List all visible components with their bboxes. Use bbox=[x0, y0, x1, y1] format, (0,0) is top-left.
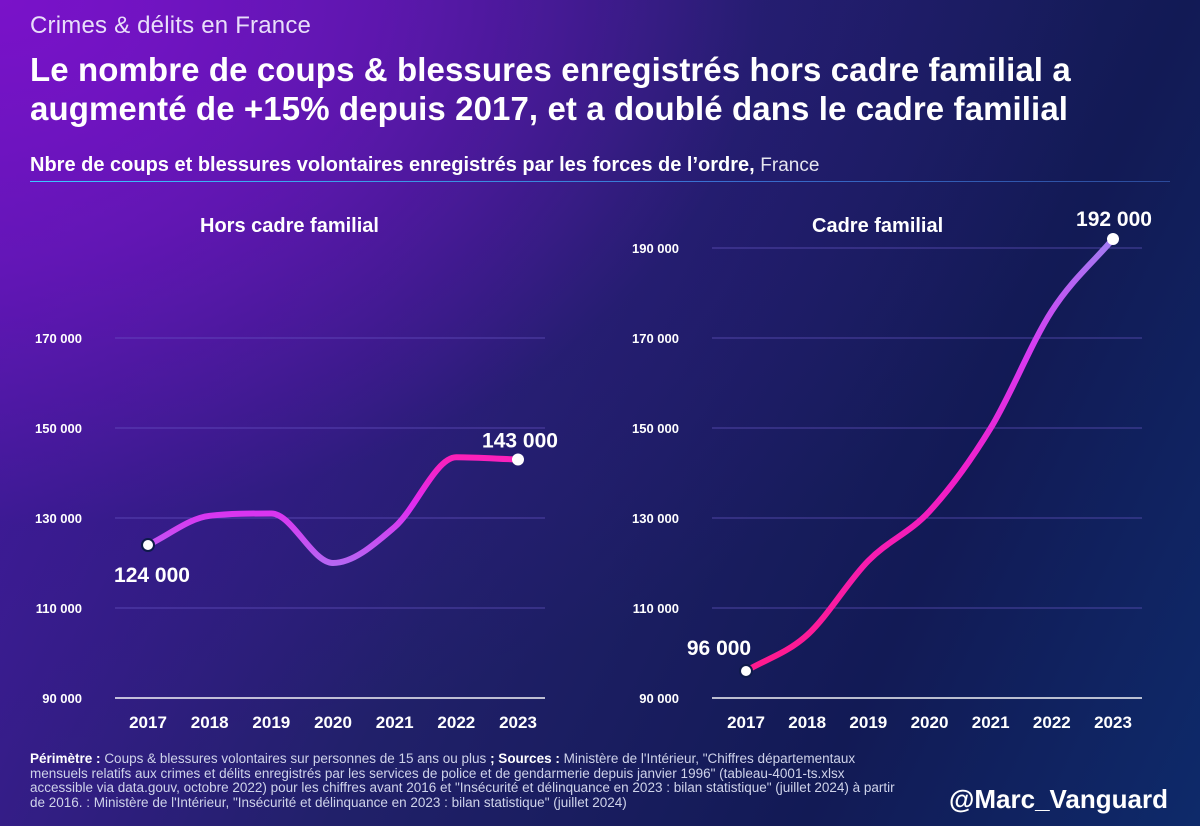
chart-hors-cadre-familial: 90 000 110 000 130 000 150 000 170 000 2017 20… bbox=[35, 331, 558, 732]
x-tick-label: 2019 bbox=[252, 713, 290, 732]
x-tick-label: 2022 bbox=[1033, 713, 1071, 732]
x-tick-label: 2018 bbox=[191, 713, 229, 732]
chart-subtitle: Nbre de coups et blessures volontaires e… bbox=[30, 154, 819, 177]
series-line bbox=[145, 454, 521, 566]
subtitle-location: France bbox=[760, 155, 820, 176]
end-value-label: 192 000 bbox=[1076, 208, 1152, 231]
y-tick-label: 110 000 bbox=[633, 601, 679, 616]
y-tick-label: 150 000 bbox=[632, 421, 679, 436]
sources-text: Ministère de l'Intérieur, "Chiffres dépa… bbox=[30, 751, 895, 810]
kicker: Crimes & délits en France bbox=[30, 12, 312, 39]
end-value-label: 143 000 bbox=[482, 430, 558, 453]
x-tick-label: 2020 bbox=[911, 713, 949, 732]
sources-label: ; Sources : bbox=[490, 751, 560, 766]
end-point-marker bbox=[1107, 233, 1119, 245]
y-tick-label: 130 000 bbox=[632, 511, 679, 526]
y-tick-label: 170 000 bbox=[35, 331, 82, 346]
y-tick-label: 130 000 bbox=[35, 511, 82, 526]
title-divider bbox=[30, 181, 1170, 182]
perimetre-label: Périmètre : bbox=[30, 751, 101, 766]
start-value-label: 124 000 bbox=[114, 564, 190, 587]
series-line bbox=[743, 236, 1116, 674]
y-tick-label: 190 000 bbox=[632, 241, 679, 256]
start-point-marker bbox=[141, 538, 155, 552]
headline: Le nombre de coups & blessures enregistr… bbox=[30, 51, 1071, 127]
x-tick-label: 2019 bbox=[849, 713, 887, 732]
y-tick-label: 90 000 bbox=[42, 691, 82, 706]
y-tick-label: 110 000 bbox=[36, 601, 82, 616]
end-point-marker bbox=[512, 453, 524, 466]
x-tick-label: 2022 bbox=[437, 713, 475, 732]
author-handle: @Marc_Vanguard bbox=[949, 784, 1168, 814]
chart-cadre-familial: 90 000 110 000 130 000 150 000 170 000 190 00… bbox=[632, 208, 1152, 732]
footer-sources: Périmètre : Coups & blessures volontaire… bbox=[30, 751, 900, 810]
x-tick-label: 2017 bbox=[727, 713, 765, 732]
y-tick-label: 170 000 bbox=[632, 331, 679, 346]
subtitle-main: Nbre de coups et blessures volontaires e… bbox=[30, 154, 755, 176]
x-tick-label: 2018 bbox=[788, 713, 826, 732]
start-value-label: 96 000 bbox=[687, 637, 751, 660]
x-tick-label: 2020 bbox=[314, 713, 352, 732]
perimetre-text: Coups & blessures volontaires sur person… bbox=[104, 751, 487, 766]
x-tick-label: 2017 bbox=[129, 713, 167, 732]
x-tick-label: 2021 bbox=[376, 713, 414, 732]
left-panel-title: Hors cadre familial bbox=[200, 215, 379, 237]
x-tick-label: 2023 bbox=[499, 713, 537, 732]
y-tick-label: 150 000 bbox=[35, 421, 82, 436]
start-point-marker bbox=[739, 664, 753, 678]
x-tick-label: 2023 bbox=[1094, 713, 1132, 732]
y-tick-label: 90 000 bbox=[639, 691, 679, 706]
right-panel-title: Cadre familial bbox=[812, 215, 944, 237]
x-tick-label: 2021 bbox=[972, 713, 1010, 732]
